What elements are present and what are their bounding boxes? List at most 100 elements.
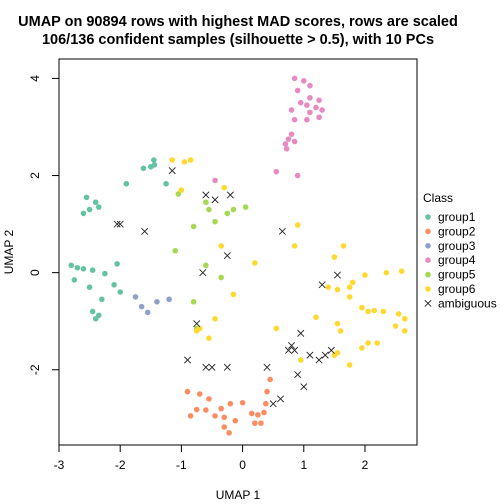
- point-group6: [297, 357, 304, 363]
- point-group6: [374, 340, 381, 346]
- point-ambiguous: [297, 329, 305, 337]
- point-group4: [285, 136, 292, 142]
- point-ambiguous: [278, 227, 286, 235]
- point-group2: [184, 388, 191, 395]
- point-ambiguous: [306, 351, 314, 359]
- point-group2: [226, 430, 232, 436]
- point-group5: [175, 191, 182, 197]
- point-ambiguous: [300, 383, 308, 391]
- point-group4: [283, 146, 290, 152]
- point-group6: [169, 157, 176, 163]
- legend-label-group5: group5: [438, 268, 476, 282]
- point-group6: [294, 222, 301, 228]
- point-group1: [71, 277, 78, 283]
- point-group5: [206, 206, 212, 213]
- point-ambiguous: [318, 281, 326, 289]
- x-tick-label: 2: [362, 458, 369, 472]
- point-group6: [346, 284, 353, 291]
- point-group5: [242, 204, 249, 210]
- point-group4: [212, 177, 218, 184]
- legend-label-group1: group1: [438, 210, 476, 224]
- point-group4: [294, 172, 301, 179]
- point-ambiguous: [223, 363, 231, 371]
- point-group1: [111, 281, 117, 288]
- point-group6: [371, 307, 377, 314]
- point-ambiguous: [315, 356, 323, 364]
- point-group3: [132, 294, 139, 300]
- point-group4: [304, 102, 310, 108]
- point-group1: [123, 180, 130, 187]
- point-group3: [154, 298, 160, 305]
- point-group4: [297, 99, 304, 106]
- point-group2: [212, 413, 218, 419]
- point-group6: [221, 184, 228, 191]
- point-group6: [193, 328, 200, 334]
- point-group2: [203, 407, 209, 413]
- point-group6: [362, 272, 368, 278]
- y-axis: -2 0 2 4: [28, 75, 60, 375]
- point-group1: [80, 265, 87, 272]
- point-ambiguous: [333, 271, 341, 279]
- point-group4: [316, 97, 322, 104]
- point-group4: [307, 109, 313, 116]
- point-group6: [365, 308, 371, 315]
- point-ambiguous: [141, 227, 149, 235]
- point-group6: [252, 260, 258, 266]
- point-group2: [258, 420, 264, 426]
- point-ambiguous: [199, 269, 207, 277]
- point-group1: [89, 267, 96, 274]
- point-group1: [151, 157, 157, 163]
- point-group2: [206, 396, 212, 402]
- x-tick-label: -2: [115, 458, 126, 472]
- y-tick-label: 2: [28, 172, 42, 179]
- legend-marker-group1: [425, 214, 431, 220]
- point-group5: [203, 199, 209, 206]
- point-group4: [307, 95, 313, 101]
- point-group1: [163, 180, 169, 187]
- point-group1: [151, 162, 158, 168]
- point-group4: [288, 107, 295, 113]
- plot-area-frame: [58, 58, 418, 446]
- y-tick-label: 4: [28, 75, 42, 82]
- point-group4: [288, 131, 295, 138]
- legend-label-group6: group6: [438, 282, 476, 296]
- point-ambiguous: [208, 363, 216, 371]
- point-group2: [196, 391, 203, 397]
- point-ambiguous: [294, 371, 302, 379]
- point-ambiguous: [284, 346, 293, 354]
- point-group1: [114, 261, 120, 267]
- point-group6: [346, 294, 353, 300]
- point-group6: [291, 243, 298, 249]
- legend-label-group2: group2: [438, 224, 476, 238]
- point-group1: [89, 308, 96, 315]
- point-group6: [349, 279, 356, 286]
- point-group4: [307, 82, 313, 89]
- point-group6: [334, 286, 341, 293]
- point-ambiguous: [183, 356, 192, 364]
- point-group6: [230, 291, 237, 298]
- point-group4: [316, 114, 322, 121]
- point-group2: [252, 420, 258, 426]
- point-group1: [117, 289, 123, 295]
- legend-label-group4: group4: [438, 253, 476, 267]
- point-group1: [140, 165, 147, 172]
- scatter-points: [68, 75, 408, 436]
- point-group5: [203, 262, 209, 269]
- point-group6: [337, 328, 344, 334]
- x-axis: -3 -2 -1 0 1 2: [54, 444, 369, 472]
- point-group5: [190, 223, 197, 230]
- legend: Class group1group2group3group4group5grou…: [423, 191, 497, 310]
- y-tick-label: 0: [28, 269, 42, 276]
- point-group6: [206, 335, 212, 341]
- point-ambiguous: [291, 346, 299, 354]
- point-group1: [102, 270, 108, 277]
- point-group4: [282, 141, 289, 147]
- point-group4: [319, 107, 325, 113]
- point-group6: [218, 243, 224, 249]
- legend-label-group3: group3: [438, 239, 476, 253]
- point-group3: [166, 296, 172, 303]
- point-group6: [401, 315, 408, 322]
- legend-marker-group4: [425, 257, 431, 264]
- x-tick-label: 0: [239, 458, 246, 472]
- point-group2: [193, 406, 200, 413]
